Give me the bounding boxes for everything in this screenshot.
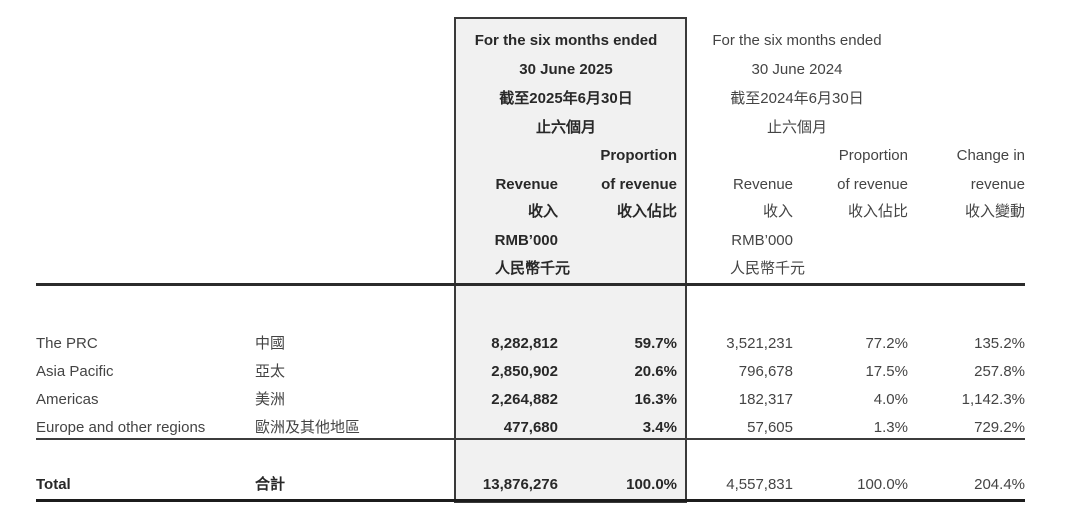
cell-proportion-2024: 77.2% [865, 335, 908, 352]
table-row-asia-pacific: Asia Pacific 亞太 2,850,902 20.6% 796,678 … [36, 358, 1025, 386]
column-header-row-3: 收入 收入佔比 收入 收入佔比 收入變動 [36, 198, 1025, 226]
header-divider-rule [36, 283, 1025, 286]
current-period-highlight-box [454, 17, 687, 503]
header-revenue-2024-en: Revenue [732, 176, 793, 193]
period-2025-date-zh: 截至2025年6月30日 [499, 90, 633, 107]
header-proportion-2025-line1: Proportion [600, 147, 677, 164]
period-2025-suffix-zh: 止六個月 [535, 119, 596, 136]
cell-proportion-2024: 4.0% [873, 391, 908, 408]
period-2025-title-en: For the six months ended [474, 32, 658, 49]
total-proportion-2025: 100.0% [626, 476, 677, 493]
region-name-zh: 美洲 [255, 391, 286, 408]
region-name-zh: 中國 [255, 335, 286, 352]
cell-revenue-2025: 2,264,882 [491, 391, 558, 408]
period-header-line1: For the six months ended For the six mon… [36, 27, 1025, 55]
cell-revenue-2024: 3,521,231 [726, 335, 793, 352]
table-row-americas: Americas 美洲 2,264,882 16.3% 182,317 4.0%… [36, 386, 1025, 414]
header-change-zh: 收入變動 [964, 203, 1025, 220]
total-label-zh: 合計 [255, 476, 286, 493]
cell-proportion-2024: 17.5% [865, 363, 908, 380]
region-name-en: Americas [36, 391, 99, 408]
header-revenue-2024-zh: 收入 [762, 203, 793, 220]
cell-revenue-2024: 796,678 [738, 363, 793, 380]
header-unit-2025-en: RMB’000 [494, 232, 558, 249]
cell-revenue-2024: 57,605 [747, 419, 793, 436]
header-unit-2025-zh: 人民幣千元 [494, 260, 570, 277]
header-proportion-2024-line2: of revenue [837, 176, 908, 193]
column-header-row-2: Revenue of revenue Revenue of revenue re… [36, 171, 1025, 199]
period-2024-title-en: For the six months ended [712, 32, 882, 49]
total-label-en: Total [36, 476, 71, 493]
cell-change: 729.2% [974, 419, 1025, 436]
header-unit-2024-en: RMB’000 [731, 232, 793, 249]
cell-proportion-2025: 3.4% [642, 419, 677, 436]
table-row-total: Total 合計 13,876,276 100.0% 4,557,831 100… [36, 471, 1025, 499]
cell-revenue-2025: 2,850,902 [491, 363, 558, 380]
column-header-row-4: RMB’000 RMB’000 [36, 227, 1025, 255]
cell-change: 1,142.3% [961, 391, 1025, 408]
total-revenue-2024: 4,557,831 [726, 476, 793, 493]
period-2024-suffix-zh: 止六個月 [766, 119, 827, 136]
period-2025-date-en: 30 June 2025 [519, 61, 613, 78]
cell-proportion-2024: 1.3% [873, 419, 908, 436]
table-row-the-prc: The PRC 中國 8,282,812 59.7% 3,521,231 77.… [36, 330, 1025, 358]
header-revenue-2025-en: Revenue [495, 176, 558, 193]
period-2024-date-zh: 截至2024年6月30日 [730, 90, 864, 107]
header-proportion-2025-line2: of revenue [601, 176, 677, 193]
region-name-en: Europe and other regions [36, 419, 206, 436]
header-revenue-2025-zh: 收入 [527, 203, 558, 220]
header-proportion-2024-line1: Proportion [838, 147, 908, 164]
header-proportion-2024-zh: 收入佔比 [847, 203, 908, 220]
cell-revenue-2025: 477,680 [503, 419, 558, 436]
cell-proportion-2025: 16.3% [634, 391, 677, 408]
region-name-zh: 歐洲及其他地區 [255, 419, 361, 436]
table-row-europe-other: Europe and other regions 歐洲及其他地區 477,680… [36, 414, 1025, 442]
total-proportion-2024: 100.0% [857, 476, 908, 493]
period-2024-date-en: 30 June 2024 [751, 61, 843, 78]
cell-revenue-2025: 8,282,812 [491, 335, 558, 352]
column-header-row-1: Proportion Proportion Change in [36, 142, 1025, 170]
period-header-line4: 止六個月 止六個月 [36, 114, 1025, 142]
cell-change: 135.2% [974, 335, 1025, 352]
header-change-line2: revenue [970, 176, 1025, 193]
table-bottom-rule [36, 499, 1025, 502]
cell-proportion-2025: 59.7% [634, 335, 677, 352]
period-header-line2: 30 June 2025 30 June 2024 [36, 56, 1025, 84]
header-change-line1: Change in [956, 147, 1025, 164]
region-name-en: Asia Pacific [36, 363, 114, 380]
region-name-zh: 亞太 [255, 363, 286, 380]
total-revenue-2025: 13,876,276 [482, 476, 558, 493]
total-change: 204.4% [974, 476, 1025, 493]
cell-proportion-2025: 20.6% [634, 363, 677, 380]
column-header-row-5: 人民幣千元 人民幣千元 [36, 255, 1025, 283]
total-divider-rule [36, 438, 1025, 440]
cell-change: 257.8% [974, 363, 1025, 380]
header-unit-2024-zh: 人民幣千元 [729, 260, 805, 277]
header-proportion-2025-zh: 收入佔比 [616, 203, 677, 220]
cell-revenue-2024: 182,317 [738, 391, 793, 408]
region-name-en: The PRC [36, 335, 98, 352]
period-header-line3: 截至2025年6月30日 截至2024年6月30日 [36, 85, 1025, 113]
